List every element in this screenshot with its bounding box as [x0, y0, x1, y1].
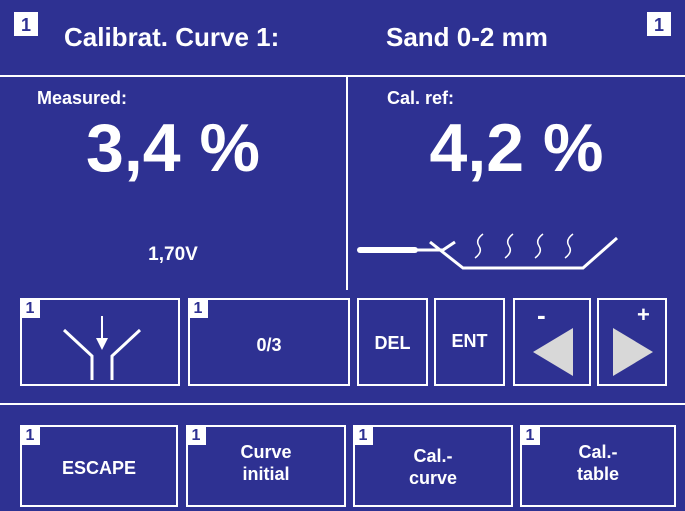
- button-label: ESCAPE: [22, 457, 176, 479]
- menu-button[interactable]: 1 ESCAPE: [20, 425, 178, 507]
- divider: [0, 75, 685, 77]
- button-sign: -: [537, 300, 546, 330]
- split-icon: [62, 316, 142, 380]
- reference-value: 4,2 %: [429, 110, 604, 186]
- reference-label: Cal. ref:: [387, 88, 455, 108]
- increase-button[interactable]: +: [597, 298, 667, 386]
- left-arrow: [533, 328, 573, 376]
- measured-label: Measured:: [37, 88, 128, 108]
- menu-button[interactable]: 1 Cal.- table: [520, 425, 676, 507]
- label-line: Cal.-: [578, 442, 618, 462]
- button-label: 0/3: [256, 335, 282, 355]
- button-label: DEL: [374, 333, 411, 353]
- label-line: initial: [242, 464, 290, 484]
- label-line: table: [576, 464, 619, 484]
- material-name: Sand 0-2 mm: [386, 22, 548, 52]
- button-badge: 1: [20, 298, 40, 318]
- screen-title: Calibrat. Curve 1:: [64, 22, 280, 52]
- header-badge: 1: [14, 12, 38, 36]
- divider: [346, 76, 348, 290]
- header-badge: 1: [647, 12, 671, 36]
- button-sign: +: [637, 302, 650, 327]
- menu-button[interactable]: 1 Curve initial: [186, 425, 346, 507]
- button-label: Curve initial: [188, 441, 344, 485]
- label-line: ESCAPE: [61, 458, 137, 478]
- measured-value: 3,4 %: [86, 110, 260, 186]
- button-badge: 1: [20, 425, 40, 445]
- right-arrow: [613, 328, 653, 376]
- label-line: curve: [408, 468, 458, 488]
- button-label: Cal.- table: [522, 441, 674, 485]
- button-label: ENT: [451, 331, 488, 351]
- button-badge: 1: [520, 425, 540, 445]
- label-line: Cal.-: [413, 446, 453, 466]
- voltage: 1,70V: [148, 244, 198, 265]
- counter-button[interactable]: 1 0/3: [188, 298, 350, 386]
- button-badge: 1: [186, 425, 206, 445]
- enter-button[interactable]: ENT: [434, 298, 505, 386]
- delete-button[interactable]: DEL: [357, 298, 428, 386]
- button-badge: 1: [353, 425, 373, 445]
- button-label: Cal.- curve: [355, 445, 511, 489]
- split-button[interactable]: 1: [20, 298, 180, 386]
- probe-icon: [357, 233, 618, 270]
- menu-button[interactable]: 1 Cal.- curve: [353, 425, 513, 507]
- button-badge: 1: [188, 298, 208, 318]
- label-line: Curve: [240, 442, 292, 462]
- divider: [0, 403, 685, 405]
- decrease-button[interactable]: -: [513, 298, 591, 386]
